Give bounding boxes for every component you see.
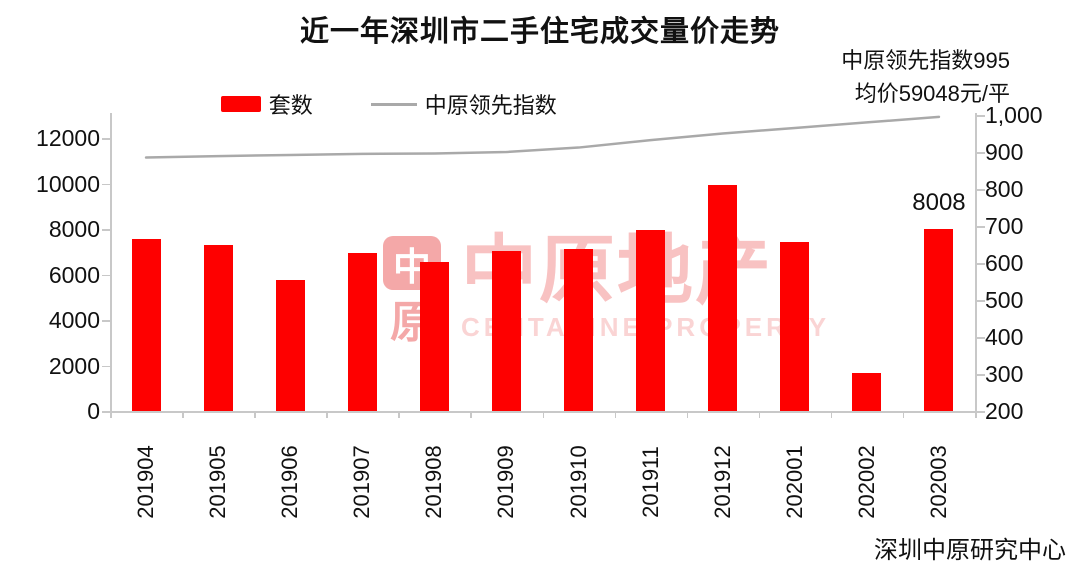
- source-credit: 深圳中原研究中心: [874, 537, 1066, 564]
- x-axis-tick: [182, 411, 184, 418]
- right-axis-tick-label: 500: [985, 287, 1024, 313]
- right-axis-line: [975, 113, 977, 411]
- x-axis-tick: [830, 411, 833, 418]
- bar-202001: [780, 241, 810, 411]
- x-axis-tick: [614, 411, 617, 418]
- x-axis-label-202002: 202002: [853, 445, 879, 519]
- bar-201908: [419, 261, 449, 411]
- bar-201912: [708, 184, 738, 411]
- right-axis-tick-label: 1,000: [985, 102, 1043, 128]
- left-axis-tick: [102, 320, 110, 322]
- right-axis-tick: [976, 337, 985, 339]
- x-axis-label-201909: 201909: [493, 445, 519, 519]
- left-axis-tick-label: 10000: [36, 170, 100, 197]
- right-axis-tick: [976, 189, 985, 191]
- x-axis-tick: [254, 411, 256, 418]
- right-axis-tick: [976, 115, 985, 117]
- line-series-swatch: [370, 102, 417, 106]
- legend-item-bar-series: 套数: [220, 88, 313, 120]
- x-axis-tick: [686, 411, 689, 418]
- annotation-block: 中原领先指数995 均价59048元/平: [841, 44, 1010, 110]
- bar-value-label: 8008: [912, 188, 966, 216]
- bar-series-swatch: [220, 96, 261, 112]
- left-axis-tick: [102, 138, 110, 140]
- x-axis-tick: [975, 411, 977, 418]
- left-axis-line: [110, 113, 112, 411]
- right-axis-tick-label: 600: [985, 250, 1024, 276]
- x-axis-label-201911: 201911: [637, 446, 663, 518]
- chart-title: 近一年深圳市二手住宅成交量价走势: [299, 16, 780, 48]
- right-axis-tick: [976, 226, 985, 228]
- bar-201910: [564, 249, 594, 411]
- bar-201906: [275, 280, 305, 411]
- x-axis-label-201910: 201910: [565, 445, 591, 519]
- annotation-index-value: 中原领先指数995: [841, 48, 1010, 73]
- right-axis-tick-label: 300: [985, 361, 1024, 387]
- right-axis-tick-label: 800: [985, 176, 1024, 202]
- legend-line-label: 中原领先指数: [424, 93, 557, 118]
- bar-201904: [131, 239, 161, 411]
- x-axis-label-202001: 202001: [781, 445, 807, 519]
- right-axis-tick-label: 400: [985, 324, 1024, 350]
- left-axis-tick-label: 0: [87, 398, 100, 424]
- left-axis-tick-label: 8000: [48, 216, 100, 242]
- x-axis-label-201905: 201905: [205, 445, 231, 519]
- left-axis-tick: [102, 229, 110, 231]
- x-axis-label-201907: 201907: [349, 445, 375, 519]
- x-axis-tick: [758, 411, 761, 418]
- left-axis-tick: [102, 365, 110, 367]
- x-axis-label-201904: 201904: [133, 445, 159, 519]
- bar-202003: [924, 228, 954, 411]
- right-axis-tick-label: 200: [985, 398, 1024, 424]
- index-line-path: [144, 115, 941, 159]
- right-axis-tick-label: 900: [985, 139, 1024, 165]
- x-axis-tick: [110, 411, 112, 418]
- right-axis-tick-label: 700: [985, 213, 1024, 239]
- left-axis-tick-label: 4000: [48, 307, 100, 333]
- x-axis-tick: [902, 411, 905, 418]
- x-axis-label-201912: 201912: [709, 445, 735, 519]
- bar-201905: [203, 244, 233, 411]
- right-axis-tick: [976, 300, 985, 302]
- right-axis-tick: [976, 152, 985, 154]
- right-axis-tick: [976, 374, 985, 376]
- x-axis-tick: [326, 411, 328, 418]
- left-axis-tick-label: 6000: [48, 261, 100, 288]
- left-axis-tick: [102, 274, 110, 276]
- bar-201907: [347, 252, 377, 411]
- legend-bar-label: 套数: [268, 93, 313, 118]
- right-axis-tick: [976, 411, 985, 413]
- legend-item-line-series: 中原领先指数: [370, 88, 557, 120]
- annotation-avg-price: 均价59048元/平: [854, 81, 1010, 106]
- x-axis-label-202003: 202003: [925, 445, 951, 519]
- right-axis-tick: [976, 263, 985, 265]
- left-axis-tick-label: 12000: [36, 125, 100, 151]
- left-axis-tick: [102, 183, 110, 185]
- x-axis-tick: [470, 411, 472, 418]
- bar-202002: [852, 373, 882, 411]
- left-axis-tick: [102, 411, 110, 413]
- left-axis-tick-label: 2000: [48, 352, 100, 379]
- chart-legend: 套数 中原领先指数: [0, 88, 778, 120]
- x-axis-label-201906: 201906: [277, 445, 303, 519]
- bar-201909: [491, 250, 521, 411]
- bar-201911: [636, 230, 666, 411]
- x-axis-tick: [542, 411, 544, 418]
- x-axis-tick: [398, 411, 400, 418]
- x-axis-label-201908: 201908: [421, 445, 447, 519]
